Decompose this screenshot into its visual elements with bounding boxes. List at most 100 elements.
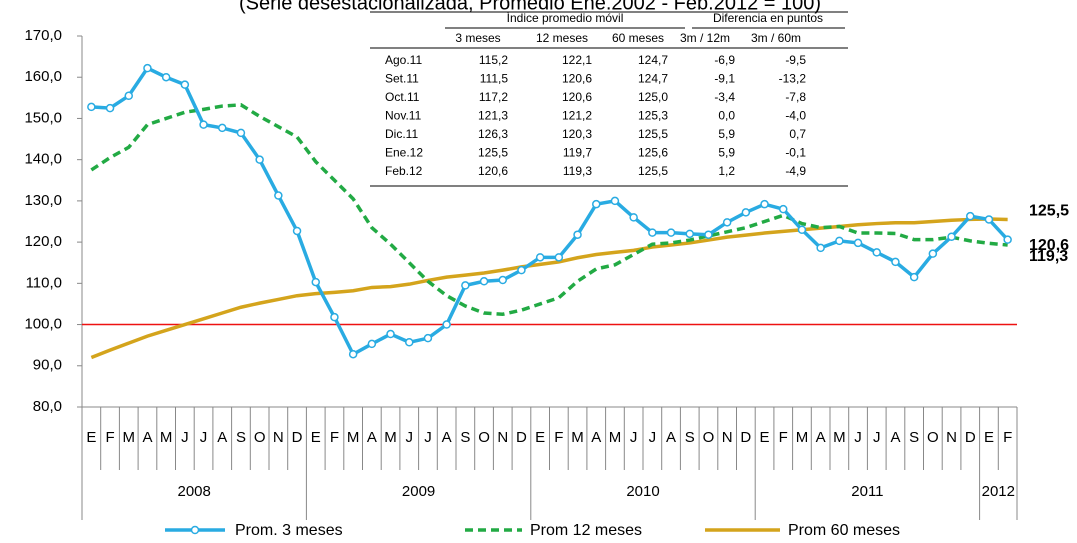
x-tick-label: S [685, 429, 695, 446]
table-cell: -13,2 [779, 72, 807, 86]
table-header: 60 meses [612, 31, 664, 45]
line [90, 103, 1008, 317]
x-tick-label: F [554, 429, 563, 446]
y-tick-label: 80,0 [33, 398, 62, 415]
marker [143, 63, 152, 73]
y-tick-label: 170,0 [24, 27, 62, 44]
x-tick-label: O [254, 429, 266, 446]
x-tick-label: D [740, 429, 751, 446]
marker [685, 229, 694, 239]
table-group: Índice promedio móvil [507, 10, 624, 25]
x-tick-label: M [384, 429, 397, 446]
x-tick-label: N [497, 429, 508, 446]
x-tick-label: A [217, 429, 227, 446]
table-cell: 0,7 [789, 127, 806, 141]
year-label: 2008 [178, 483, 211, 500]
table-cell: 115,2 [479, 53, 508, 67]
marker [835, 236, 844, 246]
value-label: 120,6 [1029, 237, 1069, 254]
table-header: 3m / 60m [751, 31, 801, 45]
table-cell: -7,8 [785, 90, 806, 104]
marker [274, 191, 283, 200]
table-cell: 0,0 [718, 109, 735, 123]
x-tick-label: A [816, 429, 826, 446]
marker [610, 196, 620, 206]
table-row-label: Oct.11 [385, 90, 420, 104]
value-label: 125,5 [1029, 203, 1069, 220]
y-tick-label: 140,0 [24, 151, 62, 168]
year-label: 2009 [402, 483, 435, 500]
marker [629, 213, 638, 222]
table-cell: 1,2 [718, 164, 735, 178]
marker [367, 339, 377, 349]
marker [722, 218, 732, 227]
x-tick-label: J [424, 429, 432, 446]
x-tick-label: D [516, 429, 527, 446]
marker [461, 281, 470, 290]
table-row-label: Dic.11 [385, 127, 418, 141]
y-tick-label: 120,0 [24, 233, 62, 250]
marker [199, 120, 208, 129]
marker [1003, 235, 1012, 244]
x-tick-label: M [571, 429, 584, 446]
y-tick-label: 150,0 [24, 109, 62, 126]
marker [573, 230, 582, 239]
table-cell: 120,6 [478, 164, 508, 178]
marker [330, 312, 339, 322]
table-cell: 124,7 [638, 72, 668, 86]
y-tick-label: 100,0 [24, 316, 62, 333]
table-header: 3m / 12m [680, 31, 730, 45]
marker [984, 215, 994, 224]
x-tick-label: N [273, 429, 284, 446]
table-cell: 124,7 [638, 53, 668, 67]
x-tick-label: M [833, 429, 846, 446]
x-tick-label: J [854, 429, 862, 446]
marker [218, 123, 227, 133]
marker [105, 103, 115, 113]
marker [760, 199, 769, 209]
table-cell: 125,3 [638, 109, 668, 123]
marker [161, 72, 171, 82]
marker [535, 253, 545, 262]
table-row-label: Nov.11 [385, 109, 422, 123]
table-row-label: Ago.11 [385, 53, 422, 67]
marker [479, 277, 489, 286]
x-tick-label: A [142, 429, 152, 446]
table-cell: 120,3 [562, 127, 592, 141]
marker [292, 226, 302, 236]
x-tick-label: A [442, 429, 452, 446]
x-tick-label: D [965, 429, 976, 446]
x-tick-label: E [86, 429, 96, 446]
marker [909, 272, 919, 282]
marker [442, 320, 451, 329]
x-tick-label: F [779, 429, 788, 446]
marker [704, 230, 713, 239]
marker [348, 349, 358, 359]
legend-label: Prom 12 meses [530, 522, 642, 539]
x-tick-label: J [649, 429, 657, 446]
table-row-label: Set.11 [385, 72, 419, 86]
marker [872, 248, 881, 257]
table-header: 12 meses [536, 31, 588, 45]
x-tick-label: A [367, 429, 377, 446]
year-label: 2011 [851, 483, 883, 500]
x-tick-label: N [722, 429, 733, 446]
x-tick-label: M [796, 429, 809, 446]
marker [124, 91, 133, 101]
table-cell: -9,1 [714, 72, 735, 86]
chart-title: (Serie desestacionalizada, Promedio Ene.… [239, 0, 821, 14]
x-tick-label: O [703, 429, 715, 446]
table-cell: 5,9 [718, 127, 735, 141]
table-cell: -9,5 [785, 53, 806, 67]
x-tick-label: J [406, 429, 414, 446]
legend-marker [190, 525, 200, 535]
marker [797, 225, 807, 234]
table-cell: 125,5 [478, 146, 508, 160]
marker [853, 238, 863, 248]
marker [554, 253, 564, 262]
x-tick-label: O [927, 429, 939, 446]
marker [891, 257, 900, 267]
x-tick-label: S [460, 429, 470, 446]
x-tick-label: J [181, 429, 189, 446]
table-cell: 111,5 [480, 72, 509, 86]
